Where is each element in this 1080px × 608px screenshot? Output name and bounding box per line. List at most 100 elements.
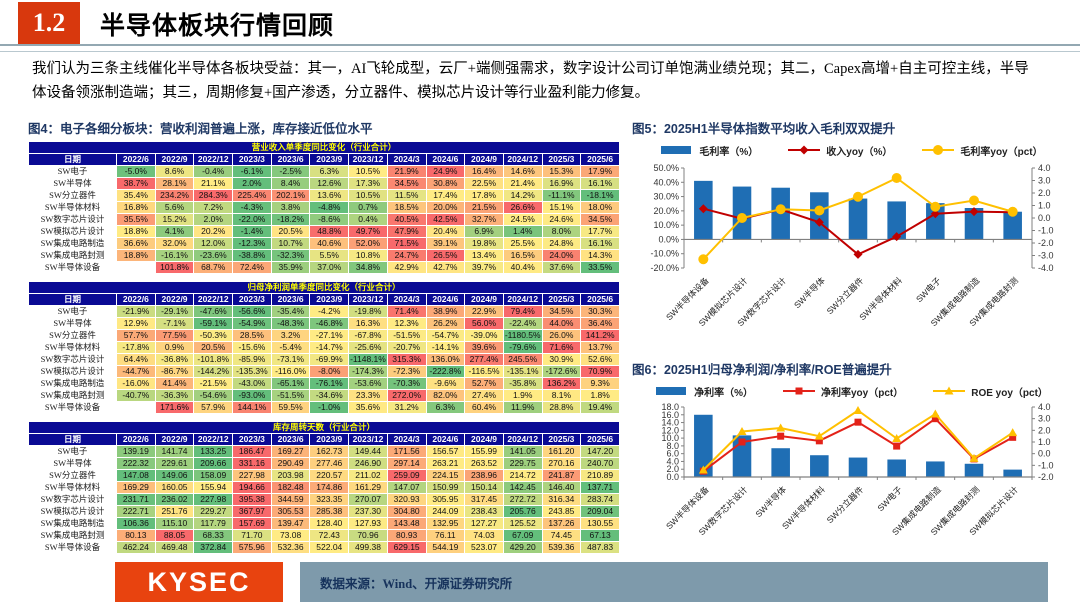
table-cell: 24.8% <box>541 237 582 250</box>
svg-text:-2.0: -2.0 <box>1038 472 1054 482</box>
legend-line-swatch <box>933 386 966 395</box>
table-cell: -14.7% <box>309 341 350 354</box>
table-row: SW模拟芯片设计 222.71 251.76 229.27 367.97 305.53 28… <box>28 505 620 518</box>
row-label: SW半导体材料 <box>28 341 117 354</box>
section-number: 1.2 <box>18 2 80 44</box>
legend-label: 毛利率yoy（pct） <box>960 146 1043 158</box>
table-cell: 499.38 <box>348 541 388 554</box>
table-cell: 30.9% <box>541 353 582 366</box>
table-cell: 231.71 <box>116 493 156 506</box>
table-cell: 60.4% <box>464 401 504 414</box>
table-cell: 149.44 <box>348 445 388 458</box>
table-row: SW电子 -21.9% -29.1% -47.6% -56.6% -35.4% -4.2% -… <box>28 305 620 318</box>
table-cell: 20.4% <box>425 225 466 238</box>
column-header: 2023/9 <box>309 153 350 166</box>
table-cell: -65.1% <box>270 377 311 390</box>
table-cell: -44.7% <box>116 365 156 378</box>
row-label: SW分立器件 <box>28 189 117 202</box>
table-cell: -0.4% <box>193 165 234 178</box>
column-header: 2023/3 <box>232 293 272 306</box>
table-cell: 277.4% <box>464 353 504 366</box>
table-row: SW集成电路封测 80.13 88.05 68.33 71.70 73.08 72.43 70… <box>28 529 620 542</box>
data-point-marker <box>777 432 785 440</box>
table-cell: 41.4% <box>154 377 195 390</box>
table-cell: 171.56 <box>386 445 427 458</box>
table-cell: 14.2% <box>502 189 543 202</box>
table-cell: 141.2% <box>580 329 620 342</box>
column-header: 2022/12 <box>193 153 234 166</box>
table-cell: 71.4% <box>386 305 427 318</box>
table-cell: -16.0% <box>116 377 156 390</box>
table-cell: 487.83 <box>580 541 620 554</box>
table-cell: -40.7% <box>116 389 156 402</box>
table-cell: 88.05 <box>154 529 195 542</box>
table-cell: 12.0% <box>193 237 234 250</box>
row-label: SW半导体材料 <box>28 201 117 214</box>
figure4-title: 图4：电子各细分板块：营收利润普遍上涨，库存接近低位水平 <box>28 122 373 136</box>
column-header: 2022/9 <box>154 433 195 446</box>
table-cell: 141.05 <box>502 445 543 458</box>
row-label: SW分立器件 <box>28 469 117 482</box>
table-row: SW半导体 38.7% 28.1% 21.1% 2.0% 8.4% 12.6% 17.3% 34… <box>28 177 620 190</box>
table-cell: 8.0% <box>541 225 582 238</box>
table-cell: -50.3% <box>193 329 234 342</box>
bar <box>887 201 906 240</box>
table-cell: 137.26 <box>541 517 582 530</box>
row-label: SW集成电路封测 <box>28 249 117 262</box>
table-cell: 144.1% <box>232 401 272 414</box>
table-cell: 82.0% <box>425 389 466 402</box>
table-cell: 270.07 <box>348 493 388 506</box>
column-header: 2023/6 <box>270 293 311 306</box>
table-cell: -174.3% <box>348 365 388 378</box>
table-cell: 30.8% <box>425 177 466 190</box>
table-cell: 194.66 <box>232 481 272 494</box>
table-cell: 3.2% <box>270 329 311 342</box>
table-cell: -32.3% <box>270 249 311 262</box>
bar <box>926 203 945 240</box>
table-title: 库存周转天数（行业合计） <box>28 421 620 434</box>
table-cell: -5.4% <box>270 341 311 354</box>
table-cell: -18.2% <box>270 213 311 226</box>
table-cell: 522.04 <box>309 541 350 554</box>
table-cell: 28.5% <box>232 329 272 342</box>
data-point-marker <box>698 465 708 474</box>
table-row: SW半导体设备 101.8% 68.7% 72.4% 35.9% 37.0% 34.8% 42… <box>28 261 620 274</box>
table-row: SW集成电路制造 106.36 115.10 117.79 157.69 139.47 12… <box>28 517 620 530</box>
table-cell: -70.3% <box>386 377 427 390</box>
line-series <box>698 173 1018 265</box>
svg-text:16.0: 16.0 <box>661 410 679 420</box>
table-cell: 35.5% <box>116 213 156 226</box>
table-cell: 240.70 <box>580 457 620 470</box>
table-cell: -19.8% <box>348 305 388 318</box>
table-cell: 34.5% <box>580 213 620 226</box>
column-header: 2025/6 <box>580 433 620 446</box>
table-cell: 142.45 <box>502 481 543 494</box>
table-cell: -14.1% <box>425 341 466 354</box>
row-label: SW半导体 <box>28 177 117 190</box>
table-cell: 3.8% <box>270 201 311 214</box>
table-row: SW半导体材料 16.8% 5.6% 7.2% -4.3% 3.8% -4.8% 0.7% 18… <box>28 201 620 214</box>
table-cell: 305.95 <box>425 493 466 506</box>
data-point-marker <box>931 415 939 423</box>
legend-line-swatch <box>922 145 955 155</box>
slide-footer: KYSEC 数据来源：Wind、开源证券研究所 <box>0 560 1080 604</box>
table-cell: 6.9% <box>464 225 504 238</box>
table-cell: -21.9% <box>116 305 156 318</box>
table-cell: 169.29 <box>116 481 156 494</box>
legend-line-swatch <box>788 145 821 155</box>
table-cell: 263.52 <box>464 457 504 470</box>
figure6-legend: 净利率（%） 净利率yoy（pct） ROE yoy（pct） <box>632 382 1072 400</box>
table-cell: 227.98 <box>232 469 272 482</box>
table-row: SW数字芯片设计 64.4% -36.8% -101.8% -85.9% -73.1% -6… <box>28 353 620 366</box>
table-cell: 11.5% <box>386 189 427 202</box>
column-header: 2022/9 <box>154 153 195 166</box>
table-cell: 139.19 <box>116 445 156 458</box>
table-cell: 24.6% <box>541 213 582 226</box>
column-header: 2023/12 <box>348 153 388 166</box>
heatmap-table: 库存周转天数（行业合计） 日期 2022/6 2022/9 2022/12 2023/3 2… <box>28 421 620 554</box>
table-cell: -116.5% <box>464 365 504 378</box>
heatmap-table-revenue: 营业收入单季度同比变化（行业合计） 日期 2022/6 2022/9 2022/12 20… <box>28 141 620 274</box>
svg-text:10.0: 10.0 <box>661 433 679 443</box>
table-row: SW模拟芯片设计 18.8% 4.1% 20.2% -1.4% 20.5% 48.8% 49.… <box>28 225 620 238</box>
table-row: SW半导体材料 -17.8% 0.9% 20.5% -15.6% -5.4% -14.7% -… <box>28 341 620 354</box>
